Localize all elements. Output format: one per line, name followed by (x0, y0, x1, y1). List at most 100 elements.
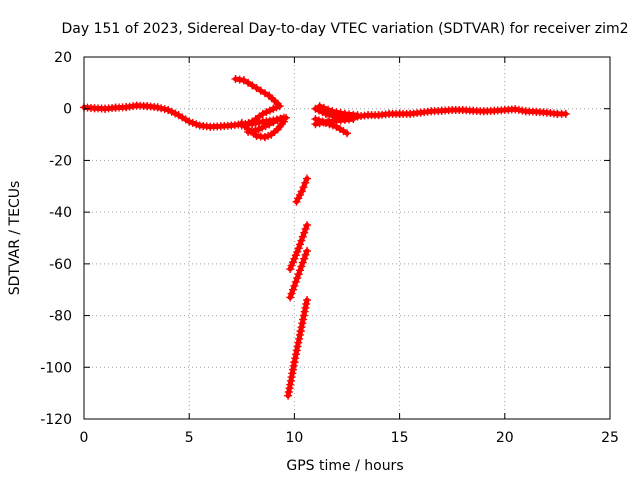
x-axis-label: GPS time / hours (286, 458, 403, 474)
series-segment-a (292, 174, 312, 206)
data-point (289, 361, 298, 370)
data-point (290, 358, 299, 367)
data-point (319, 118, 328, 127)
data-point (315, 119, 324, 128)
chart-title: Day 151 of 2023, Sidereal Day-to-day VTE… (62, 21, 629, 37)
series-arc-cross (244, 113, 290, 136)
y-tick-label: -40 (49, 205, 72, 221)
data-point (294, 194, 303, 203)
data-point (256, 86, 265, 95)
data-point (260, 89, 269, 98)
data-point (265, 106, 274, 115)
data-point (315, 102, 324, 111)
data-point (319, 103, 328, 112)
data-point (273, 116, 282, 125)
data-point (265, 120, 274, 129)
data-point (300, 307, 309, 316)
series-late-arc-b (311, 115, 358, 129)
data-point (288, 258, 297, 267)
data-point (303, 246, 312, 255)
data-point (297, 187, 306, 196)
data-point (301, 224, 310, 233)
data-point (303, 296, 312, 305)
data-point (297, 262, 306, 271)
data-point (299, 183, 308, 192)
data-point (291, 354, 300, 363)
data-point (284, 387, 293, 396)
data-point (269, 118, 278, 127)
data-point (328, 107, 337, 116)
x-tick-label: 20 (496, 430, 514, 446)
data-point (258, 109, 267, 118)
y-tick-label: -120 (40, 412, 72, 428)
data-point (301, 303, 310, 312)
y-axis-label: SDTVAR / TECUs (7, 181, 23, 296)
data-point (292, 346, 301, 355)
data-point (157, 104, 166, 113)
data-point (297, 323, 306, 332)
data-point (301, 250, 310, 259)
data-point (302, 299, 311, 308)
data-point (299, 315, 308, 324)
data-point (296, 266, 305, 275)
data-point (294, 244, 303, 253)
data-point (185, 117, 194, 126)
data-point (247, 127, 256, 136)
data-point (296, 327, 305, 336)
data-point (353, 111, 362, 120)
data-point (300, 254, 309, 263)
data-point (296, 240, 305, 249)
data-point (291, 277, 300, 286)
data-point (277, 115, 286, 124)
data-point (287, 261, 296, 270)
data-point (295, 334, 304, 343)
data-point (287, 373, 296, 382)
data-point (262, 108, 271, 117)
data-point (286, 376, 295, 385)
x-tick-label: 15 (391, 430, 409, 446)
data-point (252, 84, 261, 93)
data-point (248, 81, 257, 90)
data-point (167, 107, 176, 116)
data-point (287, 289, 296, 298)
data-point (293, 274, 302, 283)
data-point (298, 258, 307, 267)
data-point (293, 342, 302, 351)
y-tick-label: -80 (49, 309, 72, 325)
data-point (343, 129, 351, 138)
data-point (160, 105, 169, 114)
data-point (300, 228, 309, 237)
data-point (244, 78, 253, 87)
data-point (296, 190, 305, 199)
y-tick-label: 20 (54, 50, 72, 66)
data-point (298, 319, 307, 328)
data-point (286, 380, 295, 389)
data-point (324, 105, 333, 114)
y-tick-label: -60 (49, 257, 72, 273)
data-point (336, 109, 345, 118)
data-point (294, 338, 303, 347)
series-segment-b (286, 221, 312, 274)
data-point (303, 221, 312, 230)
data-point (290, 254, 299, 263)
y-tick-label: -20 (49, 153, 72, 169)
series-arc-lower (237, 102, 284, 130)
x-tick-label: 25 (601, 430, 619, 446)
data-point (275, 102, 284, 111)
series-arc-upper (231, 74, 282, 108)
data-point (292, 197, 301, 206)
data-point (294, 270, 303, 279)
data-point (153, 103, 162, 112)
data-point (311, 120, 320, 129)
data-point (192, 120, 201, 129)
data-layer (80, 74, 570, 400)
data-point (251, 126, 260, 135)
data-point (290, 281, 299, 290)
plot-frame (83, 56, 611, 420)
data-point (288, 369, 297, 378)
data-point (297, 236, 306, 245)
x-tick-label: 0 (80, 430, 89, 446)
x-tick-label: 10 (285, 430, 303, 446)
y-tick-label: -100 (40, 360, 72, 376)
data-point (285, 384, 294, 393)
